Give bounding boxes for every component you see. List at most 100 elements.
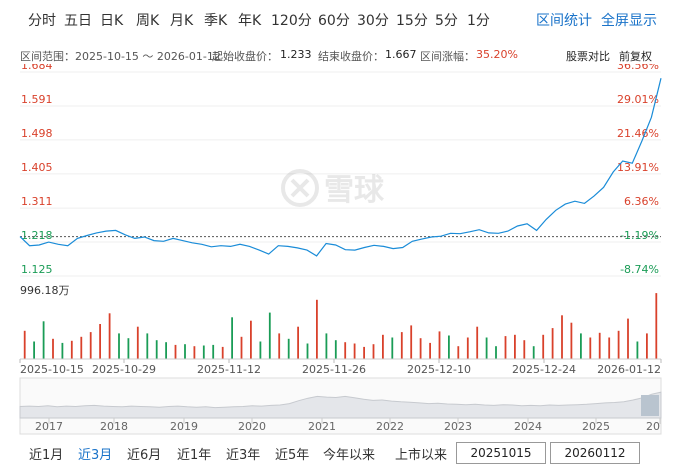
volume-bar (136, 326, 139, 359)
price-tick-label: 1.405 (21, 161, 53, 174)
start-date-input[interactable]: 20251015 (456, 442, 546, 464)
volume-bar (363, 346, 365, 359)
stock-compare-button[interactable]: 股票对比 (566, 50, 610, 63)
volume-bar (608, 337, 611, 359)
range-navigator[interactable]: 2017 2018 2019 2020 2021 2022 2023 2024 2025 20 (19, 377, 662, 435)
volume-bar (325, 333, 328, 359)
adjust-mode-button[interactable]: 前复权 (619, 50, 652, 63)
navigator-year-label: 2022 (376, 420, 404, 433)
volume-bar (646, 333, 648, 359)
navigator-year-label: 2024 (514, 420, 542, 433)
price-tick-label: 1.498 (21, 127, 53, 140)
start-close-label: 起始收盘价： (212, 50, 278, 63)
range-since-listing-button[interactable]: 上市以来 (395, 448, 448, 463)
range-3m-button[interactable]: 近3月 (78, 448, 113, 463)
price-tick-label: 1.218 (21, 229, 53, 242)
volume-bar (268, 312, 271, 359)
tab-5min[interactable]: 5分 (435, 13, 458, 29)
volume-bar (221, 346, 224, 359)
interval-change-label: 区间涨幅： (420, 50, 475, 63)
volume-bar (410, 325, 413, 359)
price-line (19, 78, 662, 257)
tab-120min[interactable]: 120分 (271, 13, 312, 29)
volume-bar (419, 338, 422, 359)
volume-bar (561, 315, 563, 359)
percent-tick-label: 6.36% (624, 195, 659, 208)
range-5y-button[interactable]: 近5年 (275, 448, 310, 463)
tab-30min[interactable]: 30分 (357, 13, 389, 29)
percent-axis-labels: 36.56% 29.01% 21.46% 13.91% 6.36% -1.19% -8.74… (617, 64, 659, 276)
volume-bar (61, 342, 64, 359)
volume-bar (155, 340, 158, 359)
tab-monthly-k[interactable]: 月K (170, 13, 194, 29)
date-tick-label: 2025-11-12 (197, 363, 261, 376)
price-tick-label: 1.591 (21, 93, 53, 106)
date-tick-label: 2026-01-12 (597, 363, 661, 376)
fullscreen-link[interactable]: 全屏显示 (601, 13, 657, 29)
navigator-year-label: 2019 (170, 420, 198, 433)
volume-bar (231, 317, 233, 359)
interval-stats-link[interactable]: 区间统计 (536, 13, 592, 29)
volume-bar (636, 341, 639, 359)
volume-bar (80, 336, 83, 359)
navigator-year-labels: 2017 2018 2019 2020 2021 2022 2023 2024 2025 20 (35, 418, 661, 433)
volume-bar (617, 330, 620, 359)
volume-bar (42, 321, 45, 359)
volume-bar (523, 340, 526, 359)
price-chart[interactable]: 雪球 1.684 1.591 1.498 1.405 1.311 1.218 1.125 3… (0, 64, 679, 439)
volume-bar (306, 343, 309, 359)
tab-weekly-k[interactable]: 周K (136, 13, 160, 29)
date-tick-label: 2025-10-15 (20, 363, 84, 376)
interval-change-value: 35.20% (476, 48, 518, 61)
tab-yearly-k[interactable]: 年K (238, 13, 262, 29)
interval-info-bar: 区间范围：2025-10-15 ～ 2026-01-12 起始收盘价： 1.23… (0, 48, 679, 64)
price-tick-label: 1.125 (21, 263, 53, 276)
volume-bar (212, 344, 215, 359)
chart-grid (20, 71, 661, 277)
volume-bar (400, 332, 403, 359)
volume-bar (165, 342, 167, 359)
range-6m-button[interactable]: 近6月 (127, 448, 162, 463)
volume-max-label: 996.18万 (20, 284, 70, 297)
end-date-input[interactable]: 20260112 (550, 442, 640, 464)
date-axis-labels: 2025-10-15 2025-10-29 2025-11-12 2025-11-26… (19, 359, 662, 376)
volume-bars (20, 293, 661, 360)
end-close-label: 结束收盘价： (318, 50, 384, 63)
range-selector: 近1月 近3月 近6月 近1年 近3年 近5年 今年以来 上市以来 202510… (0, 440, 679, 468)
navigator-year-label: 2023 (444, 420, 472, 433)
tab-fenshi[interactable]: 分时 (28, 13, 56, 29)
volume-bar (457, 346, 460, 359)
volume-bar (70, 340, 73, 359)
price-axis-labels: 1.684 1.591 1.498 1.405 1.311 1.218 1.125 (21, 64, 53, 276)
date-tick-label: 2025-11-26 (302, 363, 366, 376)
volume-bar (259, 341, 262, 359)
volume-bar (580, 333, 582, 359)
volume-bar (382, 334, 384, 359)
volume-bar (372, 344, 375, 359)
volume-bar (391, 337, 394, 359)
range-1m-button[interactable]: 近1月 (29, 448, 64, 463)
tab-15min[interactable]: 15分 (396, 13, 428, 29)
tab-1min[interactable]: 1分 (467, 13, 490, 29)
tab-daily-k[interactable]: 日K (100, 13, 124, 29)
volume-bar (589, 337, 592, 359)
volume-bar (598, 332, 601, 359)
start-close-value: 1.233 (280, 48, 312, 61)
period-toolbar: 分时 五日 日K 周K 月K 季K 年K 120分 60分 30分 15分 5分… (0, 0, 679, 40)
price-tick-label: 1.311 (21, 195, 53, 208)
volume-bar (438, 331, 441, 359)
range-3y-button[interactable]: 近3年 (226, 448, 261, 463)
volume-bar (52, 338, 54, 359)
navigator-year-label: 2020 (238, 420, 266, 433)
percent-tick-label: 13.91% (617, 161, 659, 174)
volume-bar (118, 333, 120, 359)
tab-quarterly-k[interactable]: 季K (204, 13, 228, 29)
percent-tick-label: -1.19% (620, 229, 659, 242)
navigator-window-handle[interactable] (641, 395, 659, 416)
date-tick-label: 2025-12-10 (407, 363, 471, 376)
volume-bar (240, 336, 243, 359)
tab-five-day[interactable]: 五日 (64, 13, 92, 29)
tab-60min[interactable]: 60分 (318, 13, 350, 29)
range-ytd-button[interactable]: 今年以来 (323, 448, 376, 463)
range-1y-button[interactable]: 近1年 (177, 448, 212, 463)
